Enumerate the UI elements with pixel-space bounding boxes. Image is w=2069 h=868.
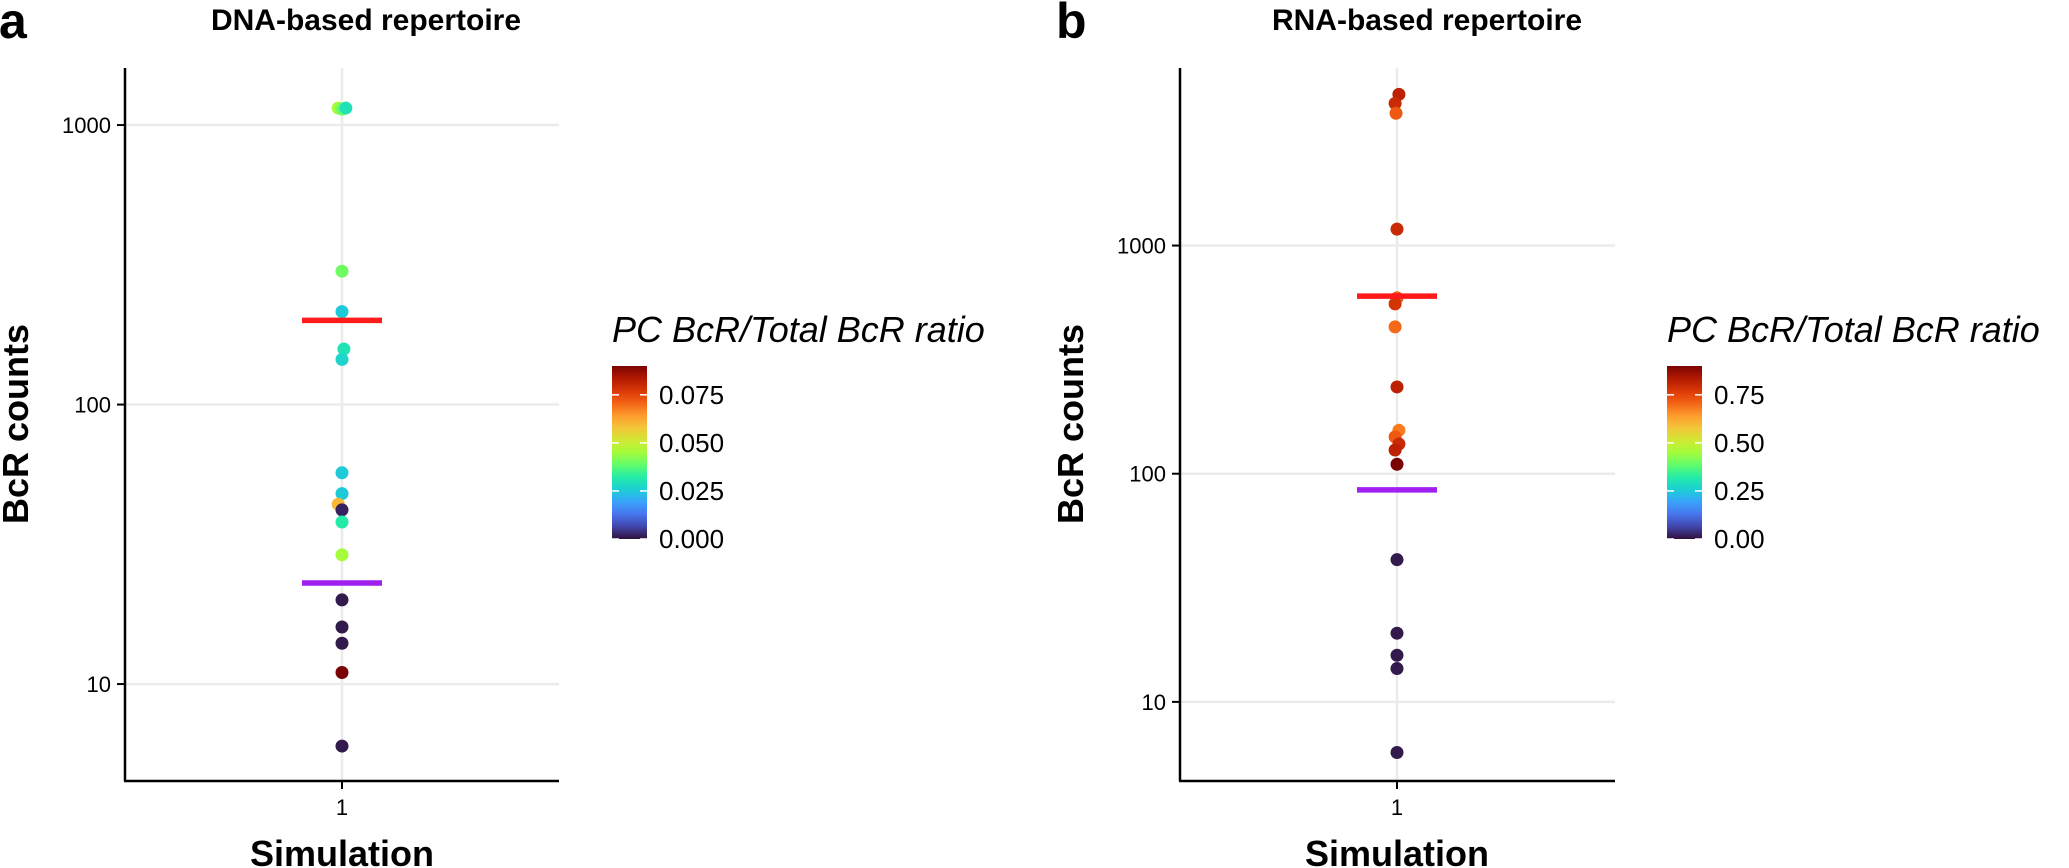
panel-b-y-ticks: 10 100 1000 (1117, 234, 1180, 715)
panel-a-data-point (335, 352, 349, 366)
panel-b-data-point (1390, 745, 1404, 759)
panel-b-y-tick-label: 10 (1142, 690, 1166, 715)
panel-a-colorbar (612, 366, 647, 539)
panel-b-y-axis-title: BcR counts (1050, 324, 1091, 524)
panel-b-data-point (1388, 96, 1402, 110)
panel-b-legend-tick-label: 0.50 (1714, 428, 1765, 458)
panel-a-data-point (335, 548, 349, 562)
panel-a-data-point (335, 636, 349, 650)
panel-b-data-point (1388, 320, 1402, 334)
panel-b-data-point (1388, 443, 1402, 457)
panel-b: b RNA-based repertoire 10 100 1000 1 Simul… (1050, 0, 2040, 868)
panel-b-data-point (1390, 457, 1404, 471)
panel-b-y-tick-label: 100 (1129, 462, 1166, 487)
panel-b-x-tick-label: 1 (1391, 795, 1403, 820)
panel-a-data-point (337, 342, 351, 356)
panel-b-x-axis-title: Simulation (1305, 833, 1489, 868)
panel-b-marks (1357, 87, 1437, 759)
panel-b-data-point (1390, 626, 1404, 640)
panel-a-y-tick-label: 10 (87, 672, 111, 697)
panel-a-data-point (335, 666, 349, 680)
panel-b-data-point (1390, 553, 1404, 567)
panel-a: a DNA-based repertoire 10 100 1000 1 Simul… (0, 0, 985, 868)
panel-a-data-point (335, 515, 349, 529)
panel-a-grid (125, 68, 559, 781)
panel-a-legend-tick-label: 0.050 (659, 428, 724, 458)
panel-a-data-point (335, 264, 349, 278)
panel-a-data-point (335, 305, 349, 319)
panel-a-legend-ticks: 0.000 0.025 0.050 0.075 (612, 380, 724, 554)
panel-b-data-point (1389, 106, 1403, 120)
panel-a-data-point (335, 466, 349, 480)
panel-a-legend-tick-label: 0.025 (659, 476, 724, 506)
panel-b-data-point (1388, 297, 1402, 311)
panel-b-legend-tick-label: 0.75 (1714, 380, 1765, 410)
panel-a-data-point (339, 101, 353, 115)
panel-b-data-point (1390, 662, 1404, 676)
panel-a-legend-title: PC BcR/Total BcR ratio (612, 309, 985, 350)
panel-a-title: DNA-based repertoire (211, 4, 521, 37)
panel-a-y-axis-title: BcR counts (0, 324, 36, 524)
panel-a-x-axis-title: Simulation (250, 833, 434, 868)
panel-a-legend: PC BcR/Total BcR ratio 0.0000.0250.0500.… (612, 309, 985, 554)
panel-b-letter: b (1056, 0, 1087, 49)
panel-a-x-tick-label: 1 (336, 795, 348, 820)
panel-a-y-ticks: 10 100 1000 (62, 113, 125, 697)
panel-b-legend: PC BcR/Total BcR ratio 0.00 0.25 0.50 0.75 (1667, 309, 2040, 554)
panel-a-data-point (335, 487, 349, 501)
panel-b-legend-tick-label: 0.00 (1714, 524, 1765, 554)
panel-b-colorbar (1667, 366, 1702, 539)
panel-b-y-tick-label: 1000 (1117, 234, 1166, 259)
panel-a-data-point (335, 739, 349, 753)
panel-a-letter: a (0, 0, 28, 49)
panel-b-data-point (1390, 380, 1404, 394)
panel-a-legend-tick-label: 0.000 (659, 524, 724, 554)
panel-b-legend-tick-label: 0.25 (1714, 476, 1765, 506)
panel-a-y-tick-label: 1000 (62, 113, 111, 138)
panel-b-data-point (1390, 222, 1404, 236)
panel-b-legend-title: PC BcR/Total BcR ratio (1667, 309, 2040, 350)
panel-a-data-point (335, 593, 349, 607)
panel-a-y-tick-label: 100 (74, 393, 111, 418)
panel-a-data-point (335, 503, 349, 517)
panel-a-data-point (335, 620, 349, 634)
panel-b-data-point (1390, 648, 1404, 662)
panel-b-legend-ticks: 0.00 0.25 0.50 0.75 (1667, 380, 1765, 554)
panel-a-legend-tick-label: 0.075 (659, 380, 724, 410)
panel-a-marks (302, 101, 382, 753)
panel-b-title: RNA-based repertoire (1272, 4, 1582, 37)
